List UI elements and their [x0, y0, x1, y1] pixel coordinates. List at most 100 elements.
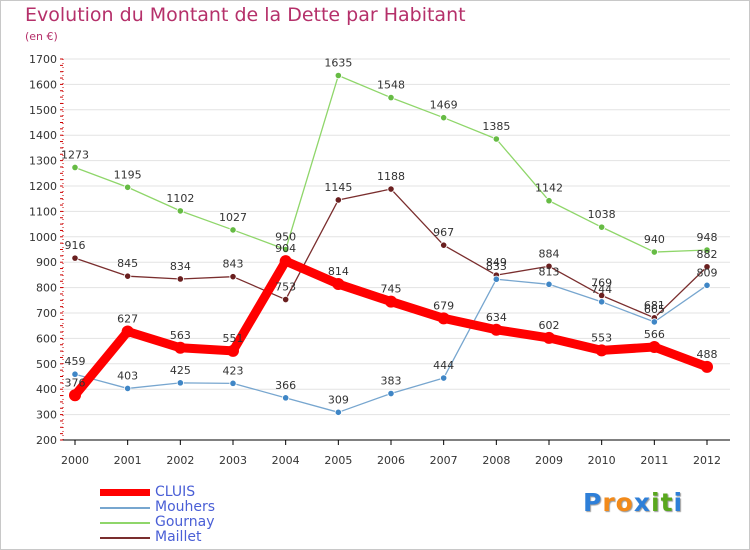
series-point-cluis — [69, 389, 81, 402]
data-label-gournay: 1385 — [482, 120, 510, 133]
x-tick-label: 2011 — [640, 454, 668, 467]
data-label-mouhers: 459 — [65, 355, 86, 368]
data-label-gournay: 1273 — [61, 148, 89, 161]
series-point-cluis — [227, 344, 239, 357]
data-label-mouhers: 309 — [328, 393, 349, 406]
data-label-cluis: 634 — [486, 311, 507, 324]
x-tick-label: 2010 — [588, 454, 616, 467]
series-point-gournay — [650, 248, 658, 256]
logo-letter: t — [660, 488, 674, 517]
series-point-maillet — [545, 262, 553, 270]
series-point-maillet — [282, 295, 290, 304]
data-label-gournay: 1142 — [535, 182, 563, 195]
data-label-mouhers: 665 — [644, 303, 665, 316]
data-label-mouhers: 366 — [275, 379, 296, 392]
data-label-cluis: 563 — [170, 329, 191, 342]
data-label-cluis: 627 — [117, 313, 138, 326]
series-point-maillet — [703, 263, 711, 271]
series-point-cluis — [648, 341, 661, 354]
x-tick-label: 2008 — [482, 454, 510, 467]
data-label-cluis: 745 — [381, 283, 402, 296]
data-label-cluis: 376 — [65, 376, 86, 389]
series-point-gournay — [545, 197, 553, 205]
series-point-mouhers — [545, 280, 553, 288]
data-label-mouhers: 383 — [381, 375, 402, 388]
legend-item-cluis: CLUIS — [100, 485, 300, 500]
y-tick-label: 1600 — [29, 78, 57, 91]
legend-swatch-maillet — [100, 537, 150, 539]
y-tick-label: 1300 — [29, 155, 57, 168]
logo-letter: r — [602, 488, 616, 517]
x-tick-label: 2000 — [61, 454, 89, 467]
series-point-cluis — [543, 331, 555, 344]
data-label-maillet: 769 — [591, 276, 612, 289]
series-point-mouhers — [703, 281, 711, 289]
legend-swatch-gournay — [100, 522, 150, 524]
logo-letter: i — [651, 488, 661, 517]
data-label-gournay: 1469 — [430, 99, 458, 112]
legend-label-gournay: Gournay — [155, 514, 215, 530]
legend-item-gournay: Gournay — [100, 515, 300, 530]
series-point-maillet — [124, 272, 132, 280]
series-point-gournay — [282, 245, 290, 254]
data-label-mouhers: 813 — [539, 265, 560, 278]
series-point-maillet — [387, 185, 395, 193]
logo-letter: o — [615, 488, 634, 517]
logo-letter: P — [583, 488, 603, 517]
y-tick-label: 200 — [36, 434, 57, 447]
series-point-maillet — [71, 254, 79, 262]
logo-letter: x — [633, 488, 651, 517]
plot-area — [63, 59, 730, 440]
series-point-mouhers — [71, 370, 79, 378]
data-label-gournay: 948 — [697, 231, 718, 244]
x-tick-label: 2006 — [377, 454, 405, 467]
x-tick-label: 2007 — [430, 454, 458, 467]
series-point-cluis — [121, 325, 134, 338]
data-label-maillet: 1188 — [377, 170, 405, 183]
data-label-maillet: 884 — [539, 247, 560, 260]
data-label-gournay: 1027 — [219, 211, 247, 224]
y-tick-label: 1500 — [29, 104, 57, 117]
series-point-gournay — [703, 246, 711, 254]
series-point-gournay — [334, 71, 342, 80]
series-point-cluis — [437, 312, 450, 325]
legend-label-maillet: Maillet — [155, 529, 202, 545]
data-label-mouhers: 444 — [433, 359, 454, 372]
x-tick-label: 2012 — [693, 454, 721, 467]
data-label-gournay: 950 — [275, 231, 296, 244]
x-tick-label: 2005 — [324, 454, 352, 467]
data-label-maillet: 845 — [117, 257, 138, 270]
series-point-cluis — [174, 341, 187, 354]
chart-title: Evolution du Montant de la Dette par Hab… — [25, 4, 466, 26]
series-point-gournay — [440, 114, 448, 122]
data-label-maillet: 849 — [486, 256, 507, 269]
series-point-cluis — [279, 255, 292, 268]
data-label-maillet: 843 — [223, 258, 244, 271]
series-point-cluis — [701, 360, 713, 373]
series-point-cluis — [490, 323, 503, 336]
data-label-cluis: 488 — [697, 348, 718, 361]
x-tick-label: 2002 — [166, 454, 194, 467]
chart-legend: CLUIS Mouhers Gournay Maillet — [100, 485, 300, 545]
data-label-cluis: 566 — [644, 328, 665, 341]
series-point-mouhers — [124, 384, 132, 393]
logo-letter: i — [673, 488, 684, 517]
series-point-gournay — [229, 226, 237, 234]
series-point-gournay — [492, 135, 500, 143]
series-point-mouhers — [440, 374, 448, 382]
data-label-cluis: 602 — [539, 319, 560, 332]
x-tick-label: 2004 — [272, 454, 300, 467]
data-label-mouhers: 403 — [117, 369, 138, 382]
x-tick-label: 2001 — [114, 454, 142, 467]
y-tick-label: 400 — [36, 383, 57, 396]
legend-item-maillet: Maillet — [100, 530, 300, 545]
series-point-maillet — [176, 275, 184, 283]
series-point-mouhers — [334, 408, 342, 416]
y-tick-label: 700 — [36, 307, 57, 320]
data-label-mouhers: 425 — [170, 364, 191, 377]
data-label-cluis: 904 — [275, 242, 296, 255]
series-point-cluis — [332, 278, 345, 291]
series-point-gournay — [387, 94, 395, 102]
data-label-mouhers: 833 — [486, 260, 507, 273]
